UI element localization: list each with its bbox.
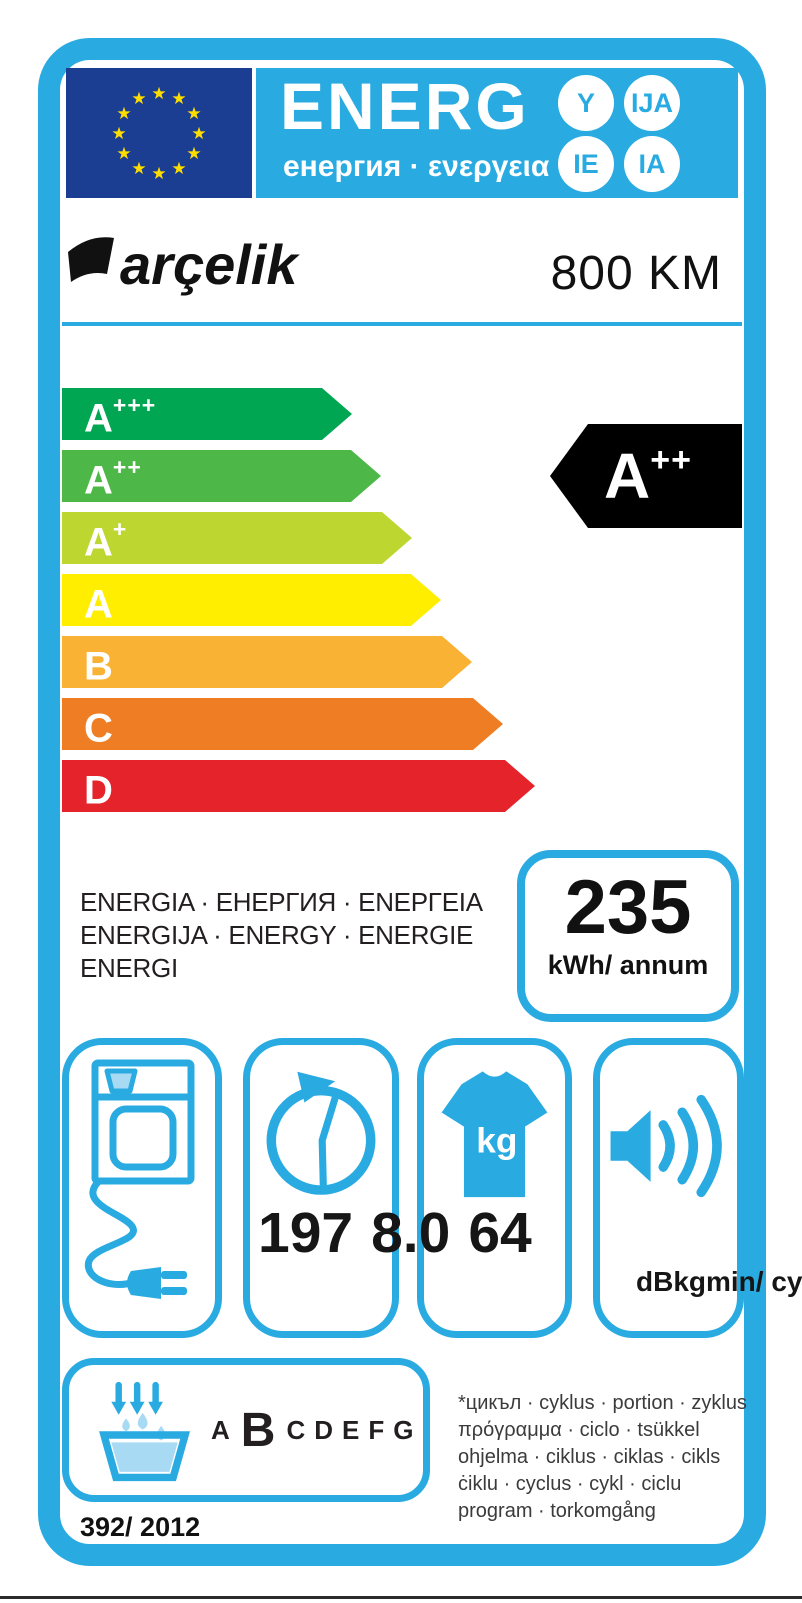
brand-logo: arçelik [62, 222, 322, 308]
svg-text:★: ★ [131, 89, 146, 108]
energy-class-bar-a+: A+ [62, 512, 412, 564]
dryer-type-box [62, 1038, 222, 1338]
energy-words: ENERGIA · ЕНЕРГИЯ · ΕΝΕΡΓΕΙΑ ENERGIJA · … [80, 886, 483, 985]
current-class-indicator: A ++ [550, 424, 742, 528]
cycle-translations: *цикъл · cyklus · portion · zyklus πρόγρ… [458, 1390, 747, 1525]
cycle-time-value: 197 [258, 1201, 354, 1265]
noise-box [593, 1038, 744, 1338]
brand-name: arçelik [120, 233, 300, 296]
svg-text:★: ★ [131, 159, 146, 178]
svg-text:★: ★ [116, 104, 131, 123]
speaker-sound-icon [610, 1094, 722, 1198]
energy-class-bar-a: A [62, 574, 441, 626]
capacity-value: 8.0 [371, 1201, 451, 1265]
energ-title: ENERG [280, 69, 530, 143]
energy-words-line2: ENERGIJA · ENERGY · ENERGIE [80, 920, 474, 950]
svg-text:★: ★ [186, 144, 201, 163]
cycle-words-line2: πρόγραμμα · ciclo · tsükkel [458, 1419, 700, 1441]
cond-letter-b-current: B [240, 1403, 278, 1457]
regulation-number: 392/ 2012 [80, 1512, 201, 1542]
metric-values: 197 8.0 64 [258, 1200, 532, 1266]
cond-letter-c: C [286, 1414, 308, 1445]
eu-flag: ★ ★ ★ ★ ★ ★ ★ ★ ★ ★ ★ ★ [66, 68, 252, 198]
cycle-words-line4: ċiklu · cyclus · cykl · ciclu [458, 1473, 682, 1495]
condensation-scale: A B C D E F G [211, 1365, 415, 1495]
cond-letter-g: G [393, 1414, 416, 1445]
brand-mark-icon [68, 237, 114, 282]
svg-text:★: ★ [186, 104, 201, 123]
energy-class-bar-b: B [62, 636, 472, 688]
bottom-edge-line [0, 1596, 802, 1599]
cond-letter-e: E [342, 1414, 362, 1445]
clock-timer-icon [266, 1071, 376, 1195]
svg-text:★: ★ [151, 164, 166, 183]
cond-letter-d: D [314, 1414, 336, 1445]
suffix-circle-ie: IE [558, 136, 614, 192]
energy-class-bar-c: C [62, 698, 503, 750]
energy-words-line3: ENERGI [80, 953, 178, 983]
tshirt-icon: kg [441, 1071, 548, 1198]
cycle-words-line3: ohjelma · ciklus · ciklas · cikls [458, 1446, 721, 1468]
condensation-icon [99, 1381, 191, 1482]
svg-text:★: ★ [116, 144, 131, 163]
suffix-circle-ija: IJA [624, 75, 680, 131]
annual-consumption-value: 235 [564, 865, 692, 950]
cond-letter-a: A [211, 1414, 232, 1445]
dryer-plug-icon [84, 1059, 195, 1299]
noise-value: 64 [468, 1201, 532, 1265]
energy-words-line1: ENERGIA · ЕНЕРГИЯ · ΕΝΕΡΓΕΙΑ [80, 887, 483, 917]
condensation-class-box: A B C D E F G [62, 1358, 430, 1502]
eu-stars-icon: ★ ★ ★★ ★★ ★★ ★★ ★★ [111, 84, 206, 183]
svg-text:★: ★ [171, 89, 186, 108]
cond-letter-f: F [368, 1414, 387, 1445]
kg-unit-label: kg [476, 1121, 517, 1160]
svg-text:★: ★ [191, 124, 206, 143]
cycle-time-box [243, 1038, 399, 1338]
cycle-words-line1: *цикъл · cyklus · portion · zyklus [458, 1392, 747, 1414]
metric-units: dBkgmin/ cycle [636, 1266, 802, 1297]
energ-subtitle: енергия · ενεργεια [283, 150, 550, 183]
energy-class-bar-a+++: A+++ [62, 388, 352, 440]
svg-text:★: ★ [151, 84, 166, 103]
energy-class-bar-d: D [62, 760, 535, 812]
svg-text:★: ★ [171, 159, 186, 178]
header-divider [62, 322, 742, 326]
annual-consumption-unit: kWh/ annum [547, 950, 709, 980]
capacity-box: kg [417, 1038, 572, 1338]
suffix-circle-ia: IA [624, 136, 680, 192]
energ-header-panel: ENERG енергия · ενεργεια Y IJA IE IA [256, 68, 738, 198]
suffix-circle-y: Y [558, 75, 614, 131]
energy-class-bar-a++: A++ [62, 450, 381, 502]
svg-text:★: ★ [111, 124, 126, 143]
cycle-words-line5: program · torkomgång [458, 1500, 656, 1522]
model-number: 800 KM [550, 247, 722, 300]
annual-consumption-box: 235 kWh/ annum [517, 850, 739, 1022]
energy-class-scale: A+++ A++ A+ A B C D [62, 388, 542, 822]
